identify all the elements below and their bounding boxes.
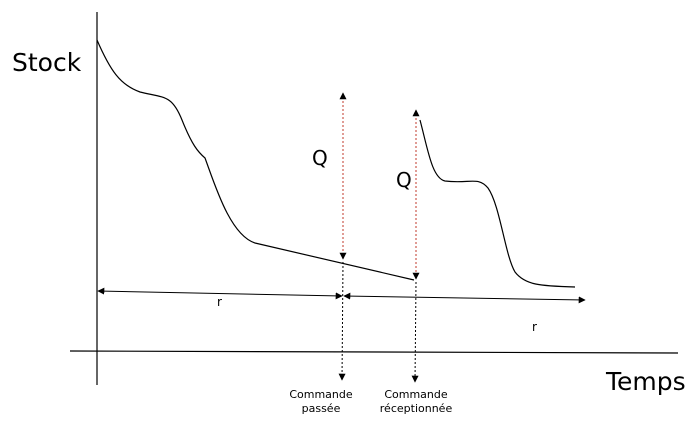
y-axis-label: Stock (12, 48, 82, 77)
r-label-second: r (532, 320, 537, 334)
stock-curve-second-cycle (419, 119, 576, 288)
order-placed-label: Commande passée (261, 388, 381, 416)
q-label-second: Q (396, 168, 412, 192)
order-placed-marker-line (338, 261, 346, 381)
q-label-first: Q (312, 146, 328, 170)
order-placed-line1: Commande (289, 388, 353, 401)
order-placed-line2: passée (301, 402, 341, 415)
order-received-line1: Commande (384, 388, 448, 401)
r-arrow-second (343, 292, 586, 304)
r-label-first: r (217, 295, 222, 309)
order-received-label: Commande réceptionnée (356, 388, 476, 416)
stock-curve-first-cycle (96, 39, 415, 281)
x-axis (69, 350, 679, 354)
x-axis-label: Temps (606, 367, 686, 396)
order-received-line2: réceptionnée (379, 402, 453, 415)
r-arrow-first (97, 287, 343, 300)
